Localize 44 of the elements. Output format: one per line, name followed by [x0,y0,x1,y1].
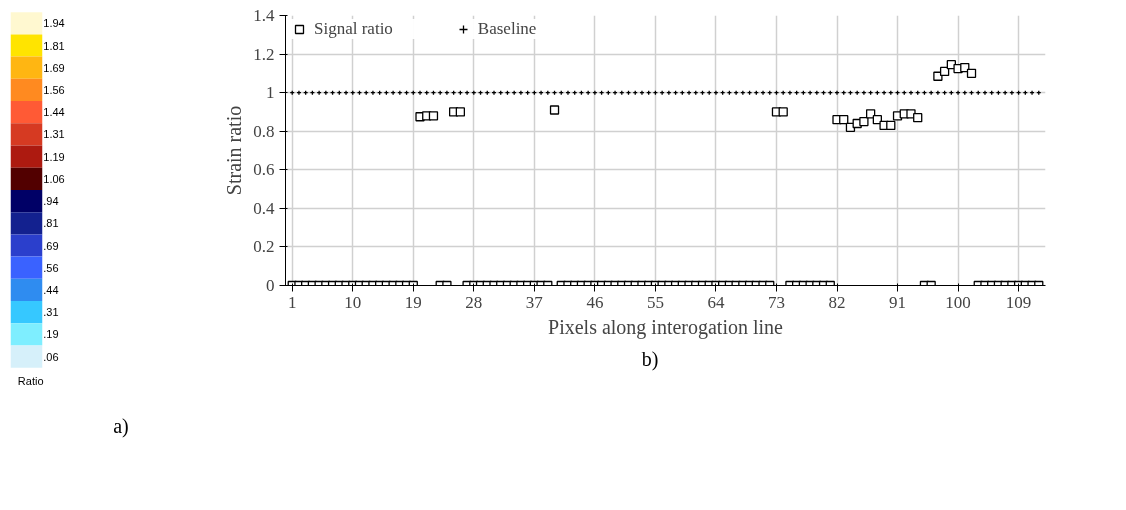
y-tick-label: 0 [266,276,275,295]
category-label: 1.44 [43,106,65,119]
y-tick-label: 1.4 [253,6,275,25]
legend-label: Baseline [477,19,537,39]
x-tick-label: 64 [707,292,725,312]
x-tick-label: 82 [828,292,846,312]
category-label: 1.69 [43,61,65,74]
category-label: 1.06 [43,172,65,185]
x-axis-title: Pixels along interogation line [548,315,784,339]
x-tick-label: 10 [344,292,362,312]
y-tick-label: 0.8 [253,121,275,141]
y-tick-label: 1.2 [253,44,275,64]
y-tick-label: 0.4 [253,198,275,218]
text: a) [113,414,129,438]
category-label: .44 [43,283,59,296]
x-tick-label: 46 [586,292,604,312]
category-label: .06 [43,350,59,363]
x-tick-label: 100 [945,292,971,312]
category-label: .31 [43,306,59,319]
x-tick-label: 55 [646,292,664,312]
category-label: .19 [43,328,59,341]
category-label: .69 [43,239,59,252]
category-label: 1.56 [43,83,65,96]
category-label: 1.31 [43,128,65,141]
text: b) [641,347,659,373]
category-label: 1.81 [43,39,65,52]
x-tick-label: 19 [404,292,422,312]
category-label: 1.19 [43,150,65,163]
x-tick-label: 28 [465,292,483,312]
category-label: .94 [43,195,59,208]
category-label: .56 [43,261,59,274]
x-tick-label: 1 [287,292,297,312]
y-tick-label: 1 [266,83,275,103]
y-axis-title: Strain ratio [223,105,246,196]
y-tick-label: 0.2 [253,237,275,257]
text: Ratio [17,375,44,388]
legend-label: Signal ratio [314,19,393,39]
x-tick-label: 37 [525,292,544,312]
x-tick-label: 91 [889,292,907,312]
x-tick-label: 73 [767,292,785,312]
category-label: .81 [43,217,59,230]
category-label: 1.94 [43,17,65,30]
y-tick-label: 0.6 [253,160,275,180]
x-tick-label: 109 [1005,292,1032,312]
